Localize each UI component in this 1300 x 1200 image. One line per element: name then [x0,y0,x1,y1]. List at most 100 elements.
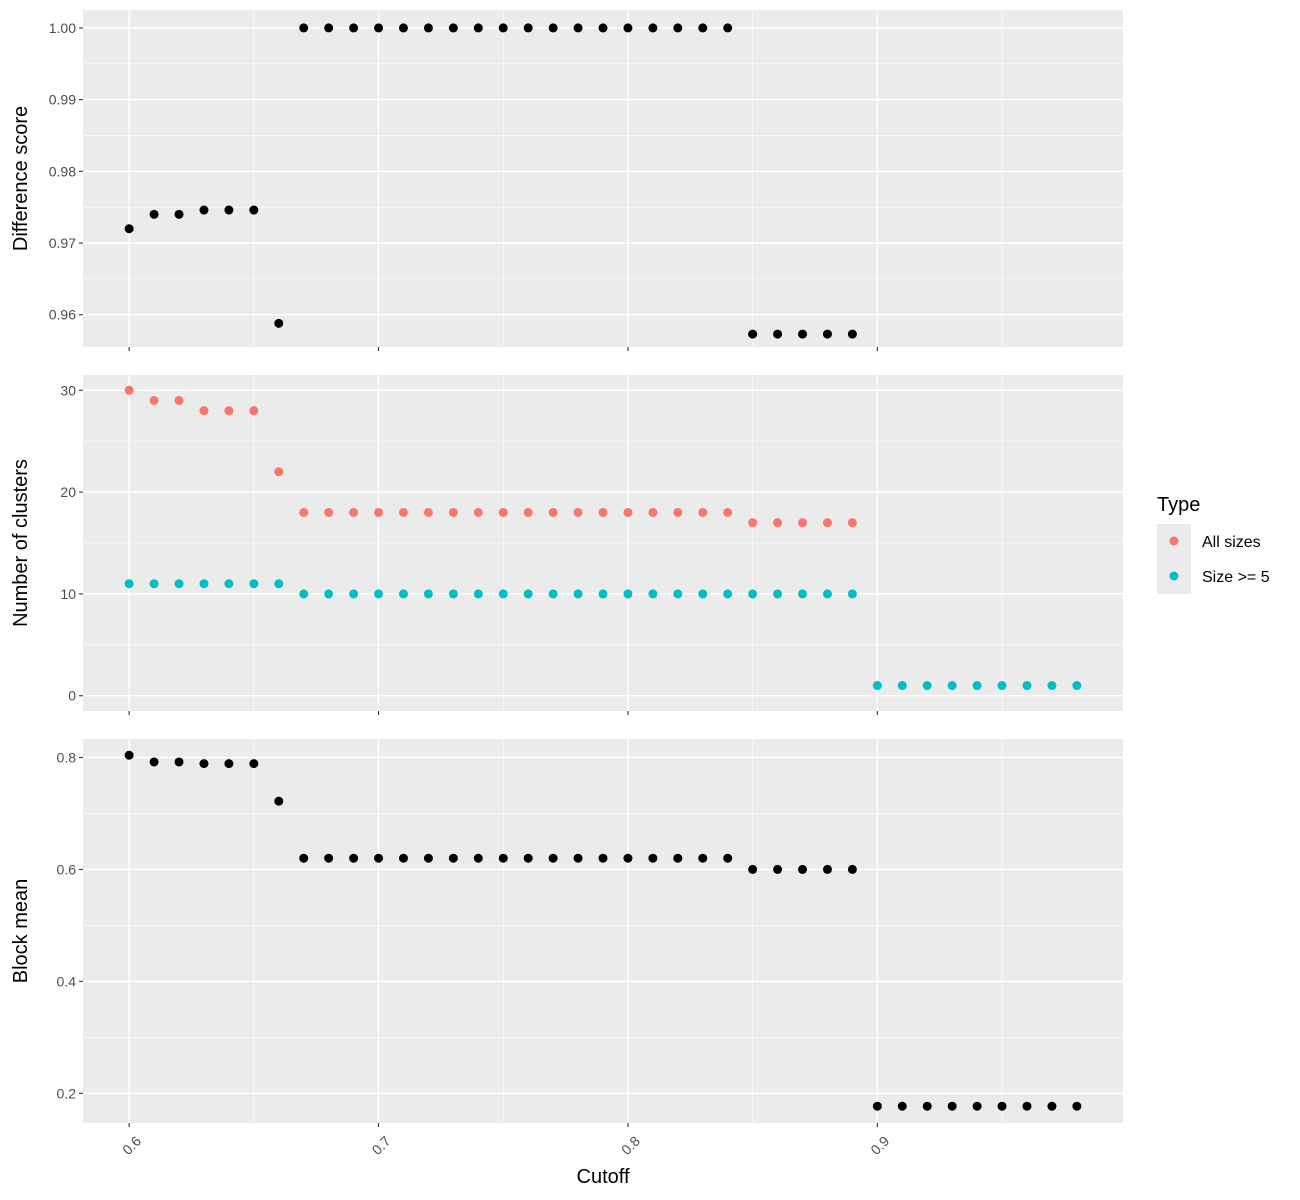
legend-keys-background [1157,524,1191,594]
data-point [149,579,159,589]
data-point [349,507,359,517]
data-point [598,853,608,863]
data-point [822,329,832,339]
legend-key-all-sizes [1169,536,1179,546]
x-tick-label: 0.6 [119,1133,144,1158]
y-tick-label: 30 [60,382,76,398]
data-point [124,224,134,234]
facet-panel-2: 0 10 20 30 Number of clusters [10,375,1123,715]
data-point [997,1101,1007,1111]
data-point [947,681,957,691]
data-point [922,681,932,691]
data-point [573,853,583,863]
data-point [249,406,259,416]
data-point [773,864,783,874]
y-tick-label: 0.6 [57,861,77,877]
data-point [623,507,633,517]
data-point [398,507,408,517]
data-point [274,467,284,477]
y-tick-label: 0 [68,688,76,704]
data-point [773,518,783,528]
data-point [972,681,982,691]
data-point [648,507,658,517]
data-point [897,681,907,691]
data-point [598,23,608,33]
data-point [698,507,708,517]
data-point [997,681,1007,691]
data-point [498,853,508,863]
data-point [573,589,583,599]
data-point [299,589,309,599]
data-point [448,853,458,863]
data-point [847,589,857,599]
data-point [299,23,309,33]
series-1 [124,23,857,339]
data-point [798,864,808,874]
series-2 [124,579,1082,691]
y-tick-label: 0.98 [49,163,76,179]
data-point [847,864,857,874]
y-tick-label: 10 [60,586,76,602]
data-point [523,589,533,599]
data-point [723,853,733,863]
data-point [398,23,408,33]
data-point [748,589,758,599]
data-point [174,209,184,219]
data-point [872,1101,882,1111]
data-point [498,589,508,599]
data-point [274,796,284,806]
data-point [573,23,583,33]
y-axis-title: Number of clusters [10,459,32,627]
data-point [224,579,234,589]
data-point [249,759,259,769]
y-tick-label: 1.00 [49,20,76,36]
data-point [199,406,209,416]
data-point [423,853,433,863]
data-point [224,759,234,769]
data-point [324,23,334,33]
data-point [673,853,683,863]
data-point [748,329,758,339]
data-point [673,23,683,33]
data-point [773,329,783,339]
data-point [623,589,633,599]
data-point [723,589,733,599]
y-axis-title: Difference score [10,106,32,251]
data-point [648,853,658,863]
data-point [124,579,134,589]
data-point [299,853,309,863]
data-point [648,589,658,599]
data-point [1047,681,1057,691]
data-point [473,507,483,517]
data-point [498,507,508,517]
data-point [398,589,408,599]
panel-background [83,739,1123,1123]
x-axis-title: Cutoff [577,1166,630,1188]
x-tick-label: 0.8 [618,1133,643,1158]
data-point [199,579,209,589]
data-point [847,518,857,528]
data-point [473,853,483,863]
data-point [847,329,857,339]
data-point [798,589,808,599]
data-point [897,1101,907,1111]
legend-label-all-sizes: All sizes [1202,534,1261,551]
data-point [822,518,832,528]
data-point [1022,681,1032,691]
data-point [349,853,359,863]
series-1 [124,750,1082,1111]
data-point [473,589,483,599]
data-point [199,759,209,769]
data-point [324,853,334,863]
data-point [872,681,882,691]
y-tick-label: 20 [60,484,76,500]
data-point [224,205,234,215]
data-point [124,750,134,760]
data-point [1072,1101,1082,1111]
data-point [798,329,808,339]
facet-panel-3: 0.2 0.4 0.6 0.8 Block mean [10,739,1123,1127]
facet-panel-1: 0.96 0.97 0.98 0.99 1.00 Difference score [10,10,1123,351]
series-1 [124,385,857,528]
data-point [448,507,458,517]
